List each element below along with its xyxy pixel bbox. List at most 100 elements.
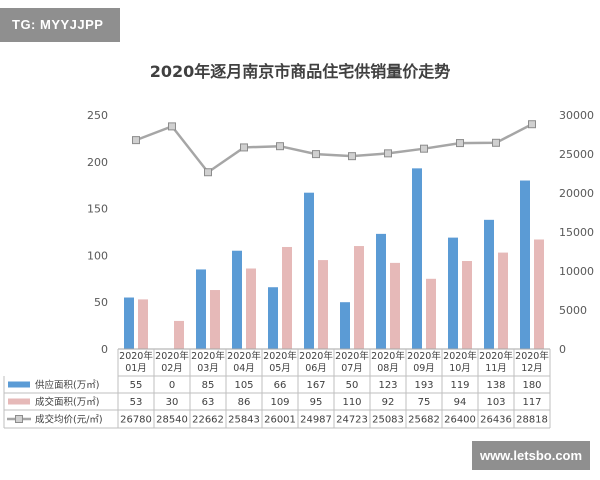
x-tick-label: 05月 (269, 363, 291, 374)
x-tick-label: 2020年 (299, 350, 333, 362)
x-tick-label: 02月 (161, 363, 183, 374)
table-cell: 22662 (192, 415, 224, 426)
table-cell: 26400 (444, 415, 476, 426)
bar-supply (412, 168, 422, 349)
table-cell: 119 (450, 380, 469, 391)
price-marker (312, 150, 320, 159)
bar-deal-area (174, 320, 184, 349)
table-cell: 30 (166, 397, 179, 408)
x-tick-label: 2020年 (335, 350, 369, 362)
legend-key (8, 381, 30, 388)
y-right-tick-label: 0 (559, 343, 566, 356)
y-right-tick-label: 15000 (559, 226, 594, 239)
table-cell: 26780 (120, 415, 152, 426)
x-tick-label: 04月 (233, 363, 255, 374)
table-cell: 167 (306, 380, 325, 391)
table-cell: 193 (414, 380, 433, 391)
table-cell: 103 (486, 397, 505, 408)
x-tick-label: 2020年 (371, 350, 405, 362)
y-left-tick-label: 0 (101, 343, 108, 356)
bar-supply (376, 233, 386, 349)
bar-deal-area (390, 262, 400, 349)
x-tick-label: 2020年 (263, 350, 297, 362)
price-marker (168, 122, 176, 131)
x-tick-label: 2020年 (155, 350, 189, 362)
x-tick-label: 2020年 (479, 350, 513, 362)
table-cell: 25083 (372, 415, 404, 426)
legend-key (8, 398, 30, 405)
x-tick-label: 07月 (341, 363, 363, 374)
table-cell: 66 (274, 380, 287, 391)
table-cell: 110 (342, 397, 361, 408)
price-marker (204, 168, 212, 177)
legend-label: 供应面积(万㎡) (35, 379, 99, 391)
x-tick-label: 01月 (125, 363, 147, 374)
bar-supply (124, 297, 134, 349)
table-cell: 25843 (228, 415, 260, 426)
table-cell: 28540 (156, 415, 188, 426)
price-marker (240, 143, 248, 152)
y-right-tick-label: 30000 (559, 109, 594, 122)
table-cell: 75 (418, 397, 431, 408)
bar-deal-area (534, 239, 544, 349)
bar-supply (304, 192, 314, 349)
x-tick-label: 10月 (449, 363, 471, 374)
bar-deal-area (138, 299, 148, 349)
y-left-tick-label: 250 (87, 109, 108, 122)
price-marker (528, 120, 536, 129)
x-tick-label: 2020年 (407, 350, 441, 362)
table-cell: 123 (378, 380, 397, 391)
y-left-tick-label: 150 (87, 203, 108, 216)
table-cell: 95 (310, 397, 323, 408)
chart-title: 2020年逐月南京市商品住宅供销量价走势 (149, 62, 451, 81)
price-marker (456, 139, 464, 148)
legend-label: 成交面积(万㎡) (35, 396, 99, 408)
legend-label: 成交均价(元/㎡) (35, 414, 103, 426)
price-marker (420, 144, 428, 153)
table-cell: 105 (234, 380, 253, 391)
table-cell: 26001 (264, 415, 296, 426)
watermark-top-left: TG: MYYJJPP (0, 8, 120, 42)
table-cell: 109 (270, 397, 289, 408)
y-right-tick-label: 5000 (559, 304, 587, 317)
bar-supply (520, 180, 530, 349)
table-cell: 94 (454, 397, 467, 408)
price-marker (132, 136, 140, 145)
x-tick-label: 2020年 (443, 350, 477, 362)
price-marker (276, 142, 284, 151)
price-marker (492, 138, 500, 147)
x-tick-label: 2020年 (191, 350, 225, 362)
x-tick-label: 03月 (197, 363, 219, 374)
table-cell: 138 (486, 380, 505, 391)
bar-deal-area (354, 246, 364, 349)
bar-deal-area (426, 278, 436, 349)
price-marker (348, 152, 356, 161)
table-cell: 180 (522, 380, 541, 391)
price-line (135, 123, 533, 174)
table-cell: 55 (130, 380, 143, 391)
y-right-tick-label: 20000 (559, 187, 594, 200)
y-left-tick-label: 50 (94, 296, 108, 309)
x-tick-label: 11月 (485, 363, 507, 374)
table-cell: 28818 (516, 415, 548, 426)
x-tick-label: 2020年 (227, 350, 261, 362)
bar-supply (196, 269, 206, 349)
table-cell: 24987 (300, 415, 332, 426)
bar-deal-area (210, 290, 220, 349)
price-marker (384, 149, 392, 158)
x-tick-label: 09月 (413, 363, 435, 374)
x-tick-label: 06月 (305, 363, 327, 374)
bar-deal-area (246, 268, 256, 349)
table-cell: 86 (238, 397, 251, 408)
y-right-tick-label: 10000 (559, 265, 594, 278)
x-tick-label: 2020年 (119, 350, 153, 362)
bar-deal-area (318, 260, 328, 349)
y-left-tick-label: 200 (87, 156, 108, 169)
x-tick-label: 08月 (377, 363, 399, 374)
table-cell: 0 (169, 380, 175, 391)
table-cell: 53 (130, 397, 143, 408)
table-cell: 85 (202, 380, 215, 391)
x-tick-label: 2020年 (515, 350, 549, 362)
bar-supply (340, 302, 350, 349)
